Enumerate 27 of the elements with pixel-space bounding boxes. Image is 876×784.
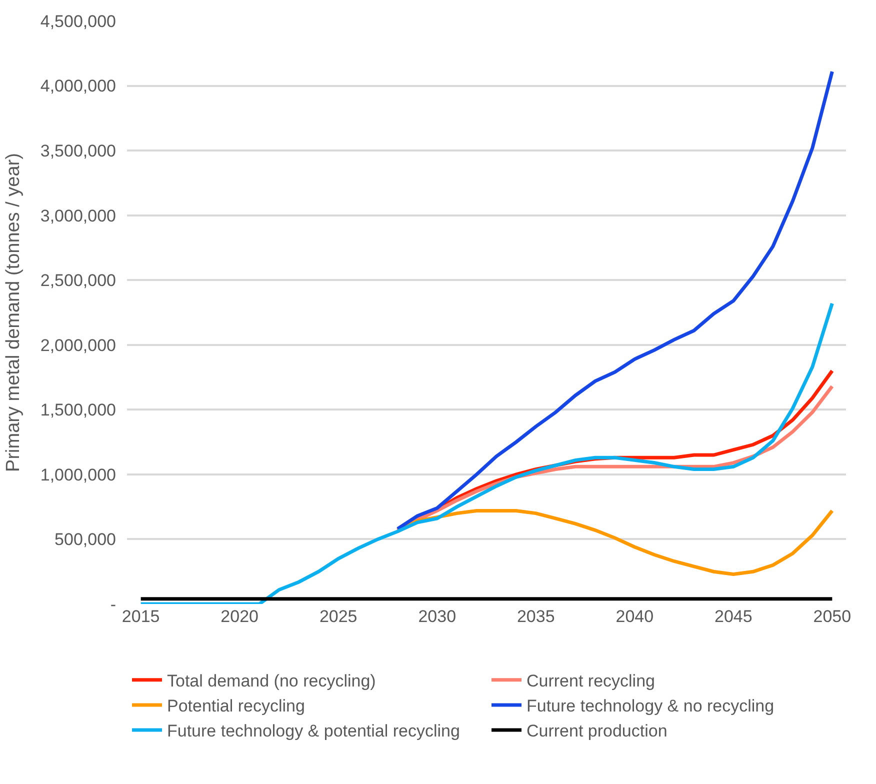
x-tick-label: 2040 xyxy=(616,607,654,626)
x-tick-label: 2035 xyxy=(516,607,555,626)
legend-label: Total demand (no recycling) xyxy=(167,671,376,690)
y-tick-label: 2,000,000 xyxy=(40,336,116,355)
x-tick-label: 2045 xyxy=(714,607,752,626)
legend-label: Potential recycling xyxy=(167,696,305,716)
y-tick-label: 3,500,000 xyxy=(40,142,116,161)
x-tick-label: 2020 xyxy=(220,607,259,626)
y-tick-label: 500,000 xyxy=(54,530,116,550)
x-tick-label: 2025 xyxy=(319,607,358,626)
line-series xyxy=(396,70,834,531)
y-tick-label: 3,000,000 xyxy=(40,206,116,226)
y-tick-label: 2,500,000 xyxy=(40,271,116,290)
y-tick-label: 1,500,000 xyxy=(40,400,116,420)
y-tick-label: 1,000,000 xyxy=(40,465,116,484)
y-tick-label: 4,000,000 xyxy=(40,76,116,96)
legend-label: Current recycling xyxy=(526,671,655,690)
line-series xyxy=(139,302,834,604)
y-tick-label: - xyxy=(110,594,116,614)
legend-label: Future technology & potential recycling xyxy=(167,722,460,741)
x-tick-label: 2050 xyxy=(813,607,852,626)
legend-label: Current production xyxy=(526,722,668,741)
y-tick-label: 4,500,000 xyxy=(40,12,116,31)
legend-label: Future technology & no recycling xyxy=(526,696,774,716)
x-tick-label: 2015 xyxy=(122,607,160,626)
x-tick-label: 2030 xyxy=(418,607,456,626)
y-axis-title: Primary metal demand (tonnes / year) xyxy=(3,153,24,472)
